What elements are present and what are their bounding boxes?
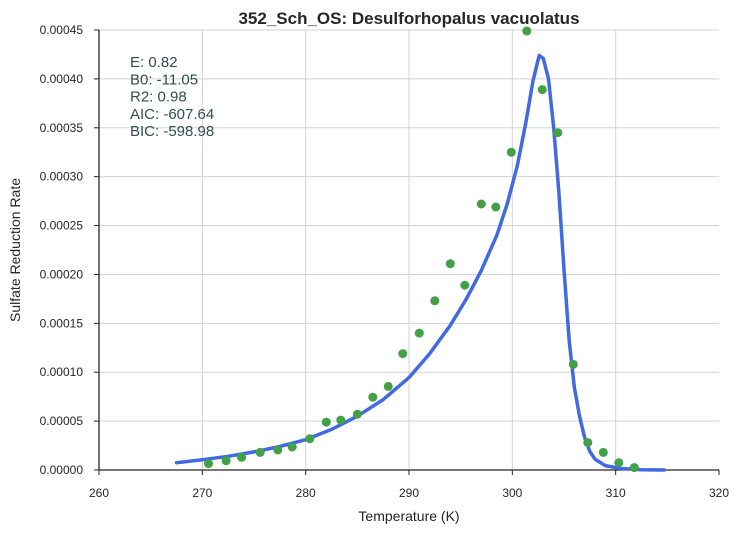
x-tick-label: 280 bbox=[296, 486, 316, 500]
data-point bbox=[506, 147, 516, 157]
y-tick-label: 0.00005 bbox=[40, 414, 84, 428]
y-tick-label: 0.00020 bbox=[40, 267, 84, 281]
data-point bbox=[476, 199, 486, 209]
x-tick-label: 290 bbox=[399, 486, 419, 500]
data-point bbox=[491, 202, 501, 212]
data-point bbox=[629, 463, 639, 473]
annotation-line: BIC: -598.98 bbox=[130, 123, 214, 140]
annotation-line: B0: -11.05 bbox=[130, 71, 198, 88]
grid bbox=[99, 29, 719, 470]
data-point bbox=[460, 280, 470, 290]
data-point bbox=[445, 259, 455, 269]
y-tick-label: 0.00040 bbox=[40, 72, 84, 86]
data-point bbox=[383, 381, 393, 391]
data-point bbox=[321, 417, 331, 427]
x-tick-label: 270 bbox=[192, 486, 212, 500]
annotation-line: R2: 0.98 bbox=[130, 89, 187, 106]
data-point bbox=[255, 447, 265, 457]
data-point bbox=[583, 438, 593, 448]
x-tick-label: 300 bbox=[502, 486, 522, 500]
annotation-line: E: 0.82 bbox=[130, 54, 178, 71]
data-point bbox=[522, 26, 532, 36]
x-axis-label: Temperature (K) bbox=[358, 508, 459, 524]
chart-title: 352_Sch_OS: Desulforhopalus vacuolatus bbox=[238, 9, 579, 28]
x-tick-label: 310 bbox=[606, 486, 626, 500]
data-point bbox=[204, 459, 213, 469]
annotation-line: AIC: -607.64 bbox=[130, 106, 214, 123]
y-tick-label: 0.00045 bbox=[40, 23, 84, 37]
axes bbox=[94, 29, 720, 475]
y-tick-label: 0.00025 bbox=[40, 219, 84, 233]
data-point bbox=[287, 442, 297, 452]
data-point bbox=[221, 456, 231, 466]
data-point bbox=[414, 328, 424, 338]
data-point bbox=[368, 392, 378, 402]
y-axis-label: Sulfate Reduction Rate bbox=[7, 178, 23, 322]
data-point bbox=[273, 445, 283, 455]
x-tick-label: 260 bbox=[89, 486, 109, 500]
tick-labels: 260 270 280 290 300 310 320 0.00000 0.00005 0.000… bbox=[40, 23, 730, 500]
data-point bbox=[237, 452, 247, 462]
data-point bbox=[598, 447, 608, 457]
y-tick-label: 0.00010 bbox=[40, 365, 84, 379]
data-point bbox=[430, 296, 440, 306]
y-tick-label: 0.00035 bbox=[40, 121, 84, 135]
y-tick-label: 0.00000 bbox=[40, 463, 84, 477]
data-point bbox=[352, 409, 362, 419]
data-point bbox=[614, 458, 624, 468]
x-tick-label: 320 bbox=[709, 486, 729, 500]
y-tick-label: 0.00015 bbox=[40, 316, 84, 330]
data-point bbox=[305, 434, 315, 444]
series-layer bbox=[174, 26, 666, 473]
data-point bbox=[336, 415, 346, 425]
data-point bbox=[568, 359, 578, 369]
data-point bbox=[553, 128, 563, 138]
y-tick-label: 0.00030 bbox=[40, 170, 84, 184]
data-point bbox=[537, 85, 547, 95]
data-point bbox=[398, 349, 408, 359]
